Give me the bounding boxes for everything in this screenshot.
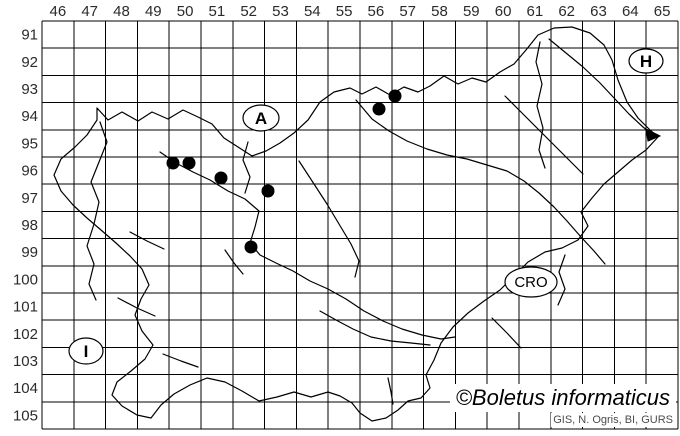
row-label: 100 (13, 271, 38, 288)
row-label: 96 (21, 163, 38, 180)
river-line (504, 95, 584, 175)
row-label: 97 (21, 190, 38, 207)
column-label: 64 (622, 3, 639, 20)
row-label: 102 (13, 326, 38, 343)
river-line (387, 377, 394, 405)
river-line (242, 141, 251, 194)
occurrence-dots (166, 89, 402, 254)
river-line (355, 99, 606, 265)
river-line (319, 310, 431, 346)
country-label-hungary: H (640, 52, 652, 71)
river-line (491, 317, 522, 349)
river-line (548, 38, 654, 136)
grid (41, 20, 679, 430)
copyright-text: ©Boletus informaticus (449, 384, 676, 412)
column-label: 52 (240, 3, 257, 20)
row-label: 95 (21, 135, 38, 152)
river-line (86, 121, 108, 301)
row-label: 98 (21, 217, 38, 234)
column-label: 48 (113, 3, 130, 20)
occurrence-dot (166, 156, 180, 170)
country-label-croatia: CRO (514, 274, 547, 291)
column-label: 50 (177, 3, 194, 20)
river-line (129, 231, 165, 250)
column-label: 47 (81, 3, 98, 20)
row-label: 99 (21, 244, 38, 261)
row-label: 101 (13, 299, 38, 316)
occurrence-dot (372, 102, 386, 116)
column-label: 62 (558, 3, 575, 20)
country-label-austria: A (255, 109, 267, 128)
occurrence-dot (261, 184, 275, 198)
country-labels: A H CRO I (68, 48, 664, 365)
row-label: 91 (21, 27, 38, 44)
column-label: 61 (527, 3, 544, 20)
country-ellipse-austria (242, 104, 280, 132)
column-label: 55 (336, 3, 353, 20)
grid-axis-labels: 46 47 48 49 50 51 52 53 54 55 56 57 58 59 60 61 62 63 64 65… (13, 3, 670, 424)
column-label: 57 (399, 3, 416, 20)
occurrence-dot (244, 240, 258, 254)
column-label: 51 (209, 3, 226, 20)
occurrence-dot (388, 89, 402, 103)
country-label-italy: I (84, 342, 89, 361)
occurrence-dot (214, 171, 228, 185)
river-line (159, 151, 456, 340)
row-label: 92 (21, 54, 38, 71)
river-outflow-arrow (645, 128, 662, 142)
river-line (162, 353, 199, 368)
attribution-text: GIS, N. Ogris, BI, GURS (551, 413, 675, 427)
column-label: 49 (145, 3, 162, 20)
country-ellipse-hungary (628, 48, 664, 74)
slovenia-border-outline (53, 26, 659, 422)
country-ellipse-croatia (504, 266, 558, 298)
river-line (557, 254, 566, 306)
river-line (535, 41, 546, 169)
column-label: 58 (431, 3, 448, 20)
row-label: 104 (13, 380, 38, 397)
column-label: 56 (368, 3, 385, 20)
occurrence-dot (182, 156, 196, 170)
column-label: 59 (463, 3, 480, 20)
column-label: 53 (272, 3, 289, 20)
river-line (224, 249, 244, 275)
row-label: 103 (13, 353, 38, 370)
column-label: 63 (590, 3, 607, 20)
river-line (298, 160, 360, 278)
river-line (117, 297, 156, 317)
column-label: 65 (654, 3, 671, 20)
column-label: 60 (495, 3, 512, 20)
country-ellipse-italy (68, 337, 104, 365)
row-label: 94 (21, 108, 38, 125)
row-label: 105 (13, 407, 38, 424)
column-label: 46 (50, 3, 67, 20)
row-label: 93 (21, 81, 38, 98)
country-border-and-rivers (53, 26, 662, 422)
column-label: 54 (304, 3, 321, 20)
